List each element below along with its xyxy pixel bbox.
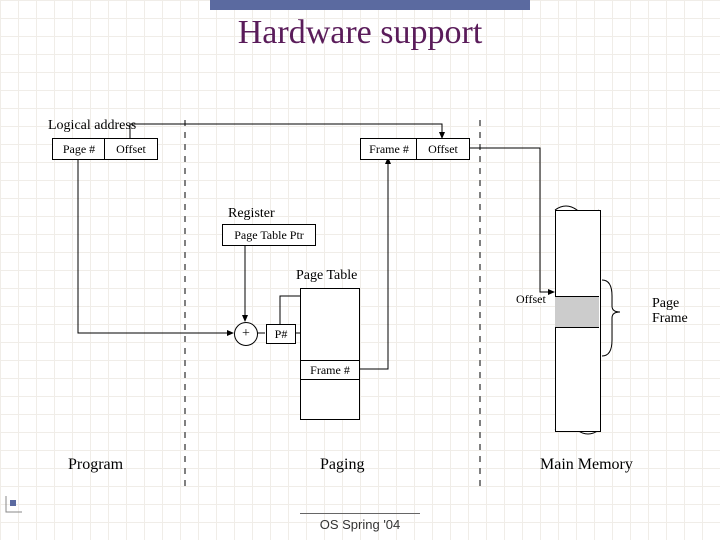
program-label: Program <box>68 456 123 474</box>
offset-box-2: Offset <box>416 138 470 160</box>
offset-box-1: Offset <box>104 138 158 160</box>
adder-circle: + <box>234 322 258 346</box>
logical-address-label: Logical address <box>48 118 136 134</box>
page-table-label: Page Table <box>296 268 357 284</box>
page-frame-label: Page Frame <box>652 296 688 327</box>
page-num-box: Page # <box>52 138 106 160</box>
page-table-ptr-box: Page Table Ptr <box>222 224 316 246</box>
paging-label: Paging <box>320 456 364 474</box>
p-hash-box: P# <box>266 324 296 344</box>
offset-label-3: Offset <box>516 292 546 307</box>
footer-text: OS Spring '04 <box>0 517 720 532</box>
footer-divider <box>300 513 420 514</box>
offset-shade <box>555 296 599 328</box>
top-accent-bar <box>210 0 530 10</box>
frame-num-box-2: Frame # <box>300 360 360 380</box>
page-table-rect <box>300 288 360 420</box>
main-memory-label: Main Memory <box>540 456 633 474</box>
frame-num-box-1: Frame # <box>360 138 418 160</box>
register-label: Register <box>228 206 275 222</box>
page-title: Hardware support <box>0 14 720 52</box>
